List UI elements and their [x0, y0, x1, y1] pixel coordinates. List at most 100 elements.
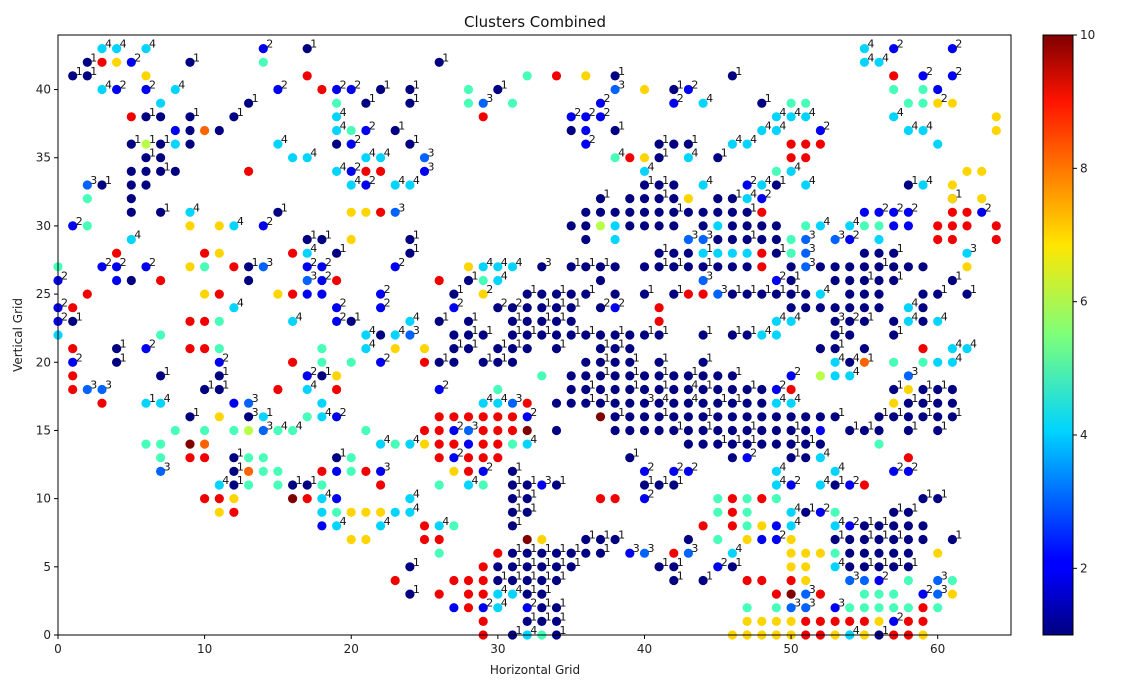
data-point: [757, 180, 767, 190]
data-point: [595, 112, 606, 122]
point-label: 1: [164, 160, 171, 173]
point-label: 1: [237, 106, 244, 119]
data-point: [141, 398, 151, 408]
data-point: [874, 275, 884, 286]
data-point: [933, 548, 943, 558]
data-point: [903, 453, 914, 463]
point-label: 1: [911, 501, 918, 514]
data-point: [933, 139, 943, 149]
point-label: 1: [750, 229, 757, 242]
data-point: [742, 616, 752, 627]
point-label: 4: [765, 174, 772, 187]
data-point: [639, 207, 650, 217]
data-point: [625, 330, 635, 340]
data-point: [405, 589, 415, 599]
data-point: [405, 98, 415, 108]
data-point: [156, 453, 166, 463]
point-label: 2: [823, 120, 830, 133]
data-point: [288, 357, 298, 367]
data-point: [610, 357, 620, 367]
data-point: [845, 371, 855, 381]
point-label: 4: [779, 120, 786, 133]
point-label: 1: [750, 433, 757, 446]
point-label: 3: [413, 324, 420, 337]
data-point: [595, 357, 606, 367]
data-point: [727, 248, 738, 258]
data-point: [845, 316, 855, 326]
data-point: [610, 412, 620, 422]
data-point: [698, 262, 708, 272]
point-label: 4: [222, 474, 229, 487]
data-point: [200, 384, 210, 395]
data-point: [537, 480, 547, 490]
data-point: [595, 344, 606, 354]
data-point: [434, 275, 444, 286]
point-label: 1: [76, 310, 83, 323]
data-point: [830, 412, 840, 422]
point-label: 1: [662, 324, 669, 337]
data-point: [112, 344, 122, 354]
data-point: [581, 71, 591, 81]
point-label: 2: [677, 92, 684, 105]
data-point: [683, 262, 694, 272]
point-label: 1: [662, 474, 669, 487]
point-label: 4: [413, 501, 420, 514]
point-label: 4: [310, 379, 317, 392]
data-point: [595, 384, 606, 395]
data-point: [376, 521, 386, 531]
data-point: [683, 398, 694, 408]
point-label: 4: [120, 38, 127, 51]
point-label: 4: [779, 474, 786, 487]
point-label: 1: [794, 270, 801, 283]
point-label: 1: [545, 542, 552, 555]
data-point: [493, 589, 503, 599]
data-point: [889, 207, 899, 217]
point-label: 1: [325, 229, 332, 242]
data-point: [273, 139, 283, 149]
data-point: [727, 384, 738, 395]
point-label: 2: [486, 283, 493, 296]
point-label: 1: [545, 297, 552, 310]
data-point: [463, 84, 474, 95]
point-label: 3: [252, 392, 259, 405]
data-point: [273, 425, 283, 436]
data-point: [507, 466, 518, 476]
data-point: [82, 221, 92, 231]
data-point: [537, 548, 547, 558]
point-label: 4: [838, 515, 845, 528]
data-point: [493, 303, 503, 313]
data-point: [610, 534, 620, 545]
data-point: [507, 439, 518, 449]
data-point: [522, 425, 532, 436]
data-point: [889, 398, 899, 408]
data-point: [522, 548, 532, 558]
data-point: [332, 112, 342, 122]
x-tick-label: 60: [930, 642, 945, 656]
data-point: [903, 398, 914, 408]
data-point: [493, 384, 503, 395]
data-point: [801, 248, 811, 258]
data-point: [757, 262, 767, 272]
data-point: [493, 275, 503, 286]
point-label: 2: [750, 174, 757, 187]
data-point: [669, 84, 679, 95]
data-point: [419, 521, 430, 531]
point-label: 1: [750, 201, 757, 214]
data-point: [727, 71, 738, 81]
data-point: [625, 412, 635, 422]
data-point: [390, 575, 400, 586]
point-label: 1: [662, 242, 669, 255]
point-label: 1: [706, 324, 713, 337]
data-point: [302, 153, 312, 163]
data-point: [185, 344, 195, 354]
point-label: 1: [735, 324, 742, 337]
point-label: 4: [296, 420, 303, 433]
colorbar-tick-label: 4: [1080, 428, 1088, 442]
point-label: 1: [735, 433, 742, 446]
point-label: 1: [325, 365, 332, 378]
data-point: [405, 139, 415, 149]
point-label: 2: [325, 256, 332, 269]
data-point: [376, 289, 386, 299]
point-label: 1: [76, 65, 83, 78]
data-point: [918, 384, 928, 395]
